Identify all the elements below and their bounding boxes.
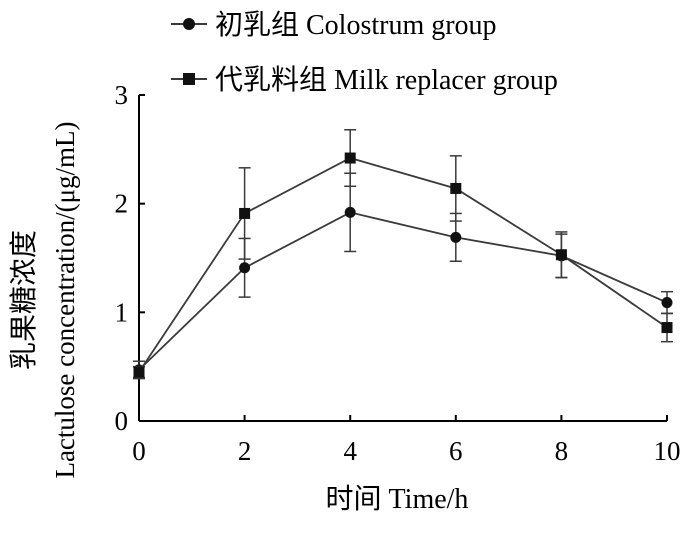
y-tick-label: 0 [115, 406, 129, 436]
data-point [555, 249, 567, 261]
data-point [450, 231, 462, 243]
x-tick-label: 10 [654, 436, 681, 466]
series-line [138, 157, 668, 373]
series-1 [133, 129, 673, 379]
y-axis-label-cn-text: 乳果糖浓度 [8, 230, 40, 370]
y-axis-label-en-text: Lactulose concentration/(μg/mL) [50, 121, 80, 478]
y-axis-label: 乳果糖浓度 Lactulose concentration/(μg/mL) [8, 121, 80, 478]
y-tick-label: 2 [115, 189, 129, 219]
axes: 0 2 4 6 8 10 0 1 2 3 [115, 80, 681, 466]
legend-item: 初乳组 Colostrum group [171, 9, 497, 41]
plot-area [133, 129, 673, 380]
legend-marker-circle [183, 18, 195, 30]
y-tick-label: 3 [115, 80, 129, 110]
legend: 初乳组 Colostrum group 代乳料组 Milk replacer gr… [171, 9, 558, 96]
legend-marker-square [183, 73, 195, 85]
x-tick-label: 2 [238, 436, 252, 466]
data-point [344, 206, 356, 218]
x-tick-label: 4 [343, 436, 357, 466]
legend-label: 代乳料组 Milk replacer group [215, 64, 558, 96]
x-tick-label: 0 [132, 436, 146, 466]
data-point [450, 182, 462, 194]
x-axis-label: 时间 Time/h [326, 483, 469, 515]
data-point [661, 322, 673, 334]
x-tick-label: 6 [449, 436, 463, 466]
data-point [344, 152, 356, 164]
y-axis-label-en: Lactulose concentration/(μg/mL) [50, 121, 80, 478]
data-point [661, 297, 673, 309]
y-axis-label-cn: 乳果糖浓度 [8, 230, 40, 370]
data-point [239, 262, 251, 274]
y-tick-label: 1 [115, 297, 129, 327]
x-tick-label: 8 [555, 436, 569, 466]
series-line [138, 211, 668, 371]
data-point [133, 366, 145, 378]
data-point [239, 207, 251, 219]
legend-item: 代乳料组 Milk replacer group [171, 64, 558, 96]
legend-label: 初乳组 Colostrum group [215, 9, 497, 41]
